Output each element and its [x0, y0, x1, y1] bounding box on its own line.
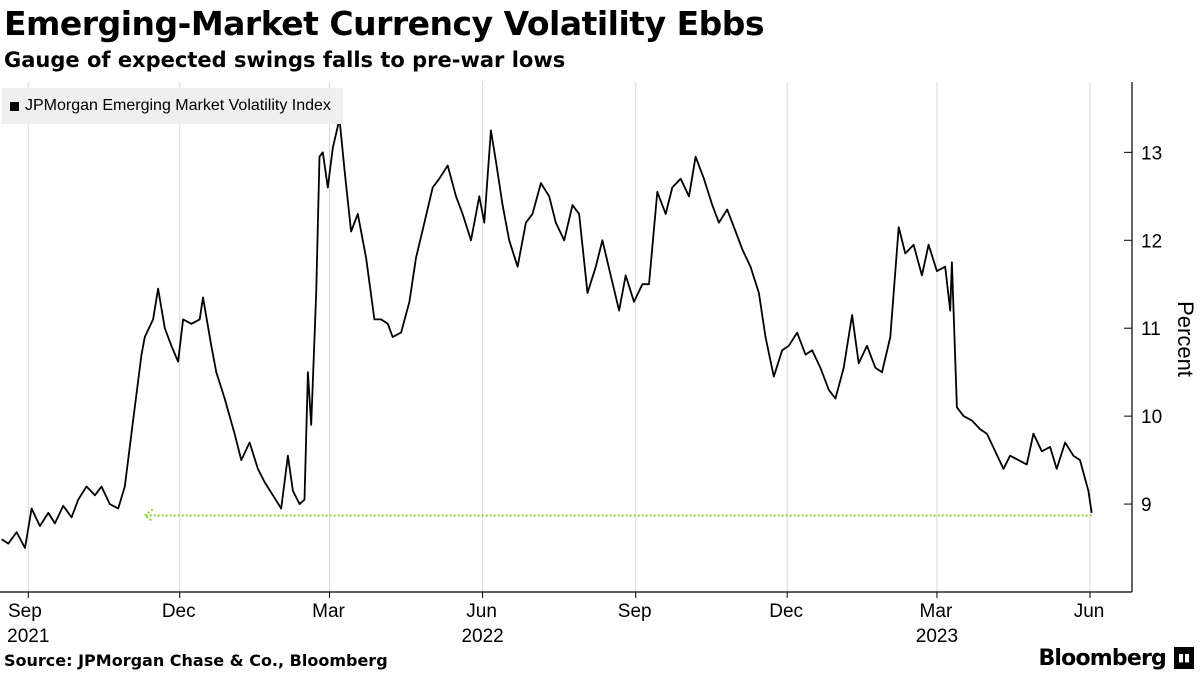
reference-arrow-head — [143, 508, 154, 523]
bloomberg-terminal-icon: ▮▮ — [1174, 647, 1194, 669]
source-note: Source: JPMorgan Chase & Co., Bloomberg — [4, 651, 388, 670]
x-year-label: 2022 — [461, 626, 503, 647]
brand-logo: Bloomberg — [1038, 646, 1166, 671]
y-tick-label: 12 — [1141, 231, 1162, 252]
y-tick-label: 9 — [1141, 495, 1152, 516]
y-tick-label: 13 — [1141, 143, 1162, 164]
y-tick-label: 10 — [1141, 407, 1162, 428]
x-tick-label: Jun — [466, 601, 497, 622]
x-tick-label: Dec — [162, 601, 196, 622]
reference-arrow-group — [143, 508, 1092, 523]
legend-swatch — [10, 101, 19, 111]
x-tick-label: Jun — [1074, 601, 1105, 622]
chart-title: Emerging-Market Currency Volatility Ebbs — [4, 4, 765, 43]
x-tick-label: Sep — [618, 601, 652, 622]
series-line — [1, 118, 1093, 549]
x-tick-label: Mar — [312, 601, 345, 622]
x-tick-label: Dec — [769, 601, 803, 622]
y-axis-label: Percent — [1173, 301, 1198, 377]
series-group — [1, 118, 1093, 549]
x-tick-label: Sep — [8, 601, 42, 622]
chart-subtitle: Gauge of expected swings falls to pre-wa… — [4, 48, 566, 72]
x-tick-label: Mar — [920, 601, 953, 622]
x-year-label: 2023 — [916, 626, 958, 647]
legend: JPMorgan Emerging Market Volatility Inde… — [2, 88, 343, 124]
y-tick-label: 11 — [1141, 319, 1161, 340]
legend-label: JPMorgan Emerging Market Volatility Inde… — [25, 97, 331, 114]
axes-group: Sep 2021 Dec Mar Jun 2022 Sep Dec Mar 2023 Jun 9 10 1… — [0, 82, 1198, 647]
x-year-label: 2021 — [7, 626, 49, 647]
